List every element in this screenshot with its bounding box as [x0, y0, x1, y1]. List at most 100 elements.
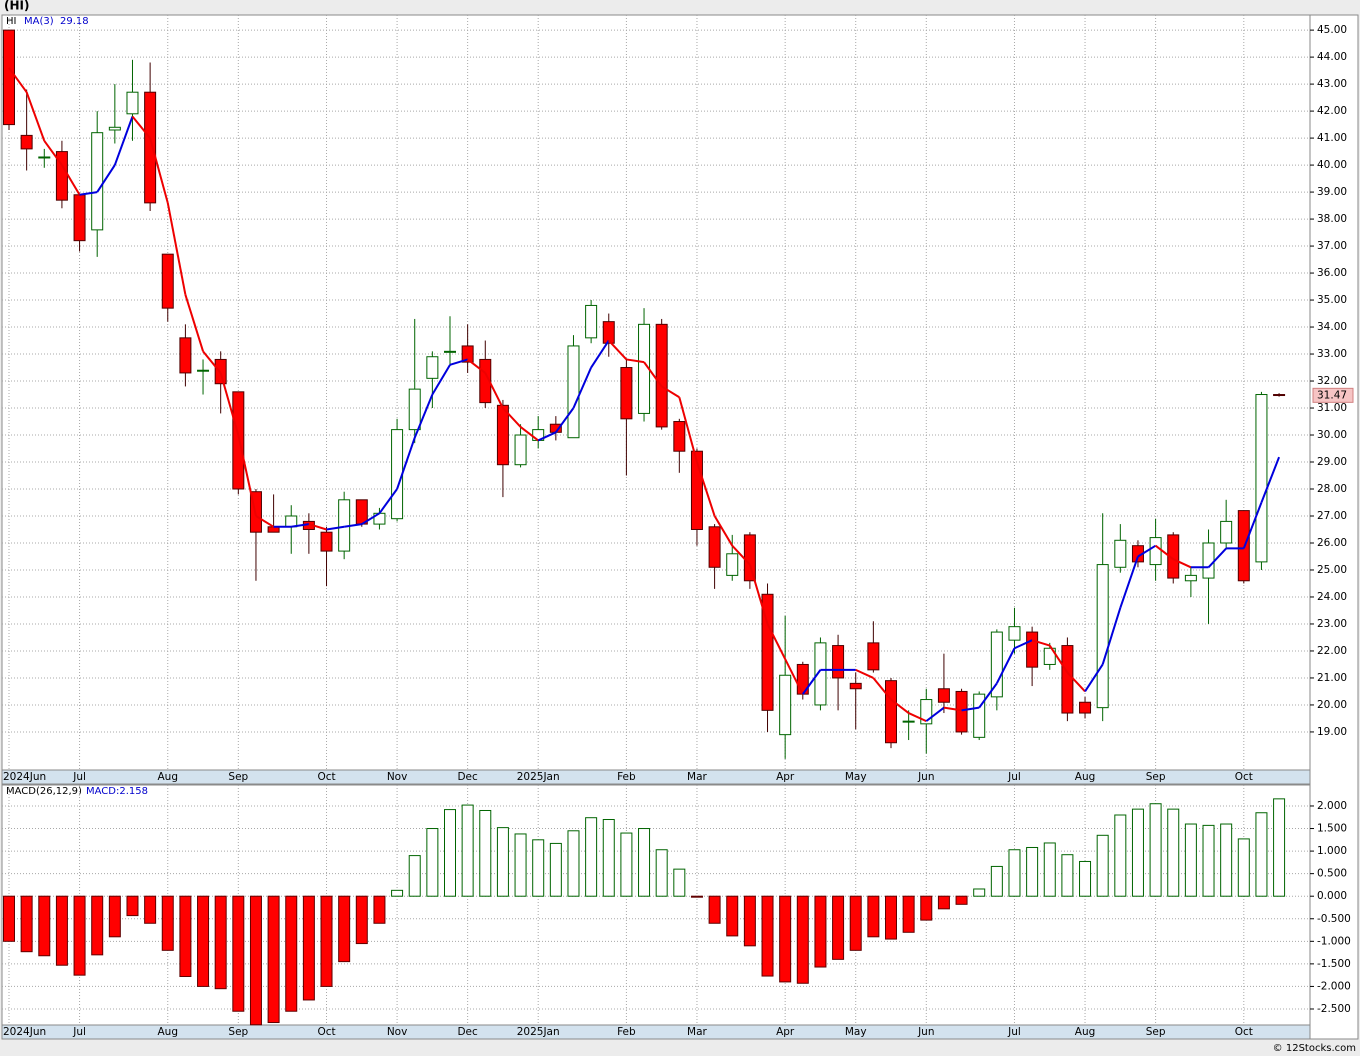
- ma-segment: [731, 545, 751, 566]
- y-tick-label: 35.00: [1317, 294, 1347, 306]
- macd-bar: [814, 895, 827, 968]
- y-tick-label: 29.00: [1317, 456, 1347, 468]
- macd-bar: [761, 895, 774, 977]
- macd-bar: [320, 895, 333, 987]
- candle-body: [1079, 701, 1092, 714]
- macd-title: MACD(26,12,9): [6, 786, 82, 797]
- candle-body: [1096, 564, 1109, 709]
- macd-bar: [285, 895, 298, 1012]
- macd-bar: [1026, 846, 1039, 897]
- y-tick-label: 37.00: [1317, 240, 1347, 252]
- macd-bar: [408, 855, 421, 897]
- ma-segment: [1154, 544, 1174, 560]
- candle-body: [567, 345, 580, 439]
- ma-segment: [1031, 639, 1051, 647]
- axis-panel: [1309, 14, 1359, 1040]
- ma-segment: [1066, 671, 1086, 693]
- macd-bar: [920, 895, 933, 921]
- month-strip: [1, 1024, 1311, 1040]
- ma-segment: [1137, 544, 1157, 558]
- ma-segment: [925, 706, 945, 722]
- candle-body: [726, 553, 739, 576]
- ma-segment: [326, 525, 345, 531]
- y-tick-label: 26.00: [1317, 537, 1347, 549]
- macd-bar: [885, 895, 897, 940]
- macd-bar: [267, 895, 280, 1024]
- ma-segment: [219, 372, 240, 436]
- ma-segment: [61, 164, 81, 196]
- macd-bar: [355, 895, 368, 945]
- macd-bar: [3, 895, 15, 942]
- x-tick-label: Sep: [228, 771, 248, 783]
- x-tick-label: Sep: [1146, 1026, 1166, 1038]
- candle-body: [761, 593, 774, 711]
- candle-body: [655, 323, 668, 428]
- candle-body: [108, 126, 121, 131]
- candle-body: [91, 132, 104, 231]
- macd-bar: [1079, 860, 1092, 897]
- candle-body: [585, 304, 598, 339]
- x-tick-label: Oct: [1235, 771, 1253, 783]
- y-tick-label: 20.00: [1317, 699, 1347, 711]
- candle-body: [391, 429, 404, 520]
- ma-segment: [308, 523, 327, 531]
- macd-bar: [496, 827, 509, 897]
- x-tick-label: Oct: [1235, 1026, 1253, 1038]
- ma-segment: [1260, 456, 1281, 503]
- candle-body: [620, 367, 633, 420]
- ma-segment: [96, 164, 116, 193]
- ma-segment: [1101, 607, 1122, 665]
- candle-body: [867, 642, 880, 671]
- x-tick-label: 2025Jan: [517, 1026, 560, 1038]
- y-tick-label: 33.00: [1317, 348, 1347, 360]
- candle-body: [320, 531, 333, 552]
- x-tick-label: Apr: [776, 771, 795, 783]
- ma-segment: [8, 67, 28, 93]
- last-price: 31.47: [1317, 389, 1347, 401]
- macd-bar: [514, 833, 527, 897]
- ma-segment: [431, 364, 451, 396]
- macd-bar: [1008, 849, 1021, 897]
- candle-body: [426, 356, 439, 379]
- candle-body: [1061, 645, 1074, 714]
- x-tick-label: Jun: [917, 1026, 934, 1038]
- macd-bar: [108, 895, 121, 938]
- ma-segment: [978, 682, 998, 709]
- macd-bar: [338, 895, 351, 963]
- y-tick-label: -2.000: [1317, 980, 1351, 992]
- y-tick-label: 24.00: [1317, 591, 1347, 603]
- candle-body: [496, 404, 509, 466]
- macd-bar: [302, 895, 315, 1001]
- macd-bar: [726, 895, 739, 937]
- macd-bar: [1096, 834, 1109, 897]
- candle-body: [514, 434, 527, 466]
- month-strip: [1, 769, 1311, 785]
- candle-body: [902, 720, 915, 723]
- ma-segment: [1014, 639, 1033, 650]
- macd-bar: [1237, 838, 1250, 897]
- ma-segment: [202, 350, 222, 374]
- macd-bar: [38, 895, 51, 957]
- ma-segment: [484, 372, 504, 409]
- x-tick-label: Aug: [158, 1026, 179, 1038]
- candle-body: [1026, 631, 1039, 668]
- ma-segment: [890, 698, 910, 714]
- ma-segment: [396, 437, 416, 490]
- y-tick-label: 42.00: [1317, 105, 1347, 117]
- ma-segment: [449, 358, 468, 366]
- candle-body: [1255, 394, 1268, 563]
- ma-segment: [25, 91, 46, 142]
- ma-segment: [1242, 502, 1263, 549]
- y-tick-label: -1.000: [1317, 935, 1351, 947]
- candle-body: [990, 631, 1003, 698]
- y-tick-label: 34.00: [1317, 321, 1347, 333]
- candle-body: [285, 515, 298, 528]
- macd-bar: [1149, 803, 1162, 897]
- candle-body: [1220, 520, 1233, 544]
- ma-segment: [943, 706, 962, 712]
- macd-bar: [1131, 808, 1144, 897]
- macd-bar: [1255, 812, 1268, 897]
- ma-segment: [995, 647, 1016, 684]
- macd-bar: [990, 865, 1003, 897]
- candle-body: [814, 642, 827, 706]
